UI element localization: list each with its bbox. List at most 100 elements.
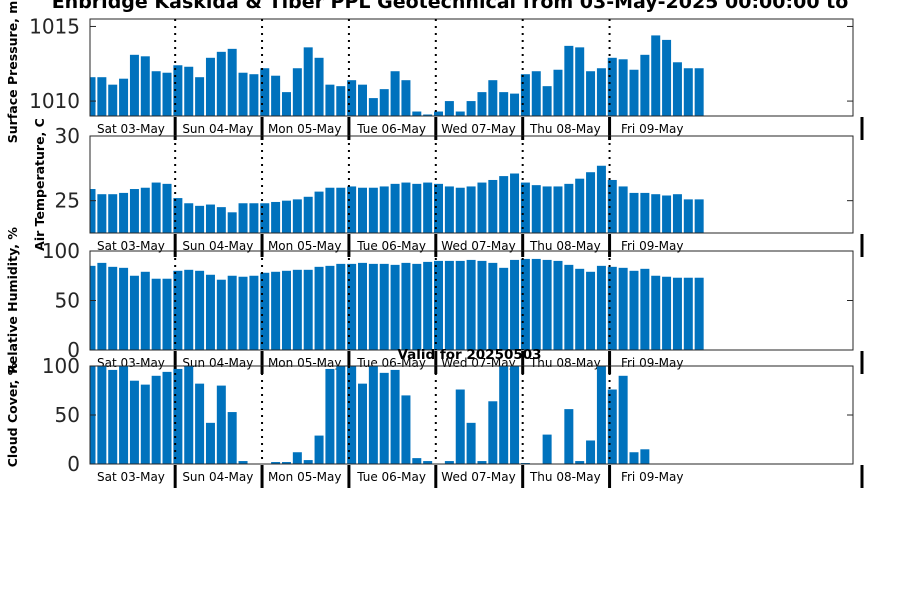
bar-3-4 <box>129 275 139 350</box>
bar-3-44 <box>564 264 574 350</box>
bar-3-35 <box>466 259 476 350</box>
day-label-1-2: Mon 05-May <box>268 122 342 136</box>
bar-3-26 <box>368 263 378 350</box>
bar-1-50 <box>629 69 639 116</box>
bar-4-39 <box>510 366 520 464</box>
day-label-2-4: Wed 07-May <box>441 239 515 253</box>
bar-4-33 <box>444 461 454 464</box>
bar-2-32 <box>434 183 444 233</box>
bar-1-33 <box>444 101 454 116</box>
bar-3-16 <box>260 272 270 350</box>
ytick-label-4-0: 0 <box>67 452 80 476</box>
bar-1-55 <box>683 68 693 116</box>
ytick-label-4-1: 50 <box>55 403 80 427</box>
bar-1-37 <box>488 80 498 116</box>
bar-3-15 <box>249 275 259 350</box>
ylabel-3: Relative Humidity, % <box>5 227 20 374</box>
bar-1-9 <box>184 66 194 116</box>
bar-2-43 <box>553 186 563 233</box>
bar-3-3 <box>119 267 129 350</box>
bar-4-48 <box>607 389 617 464</box>
bar-1-12 <box>216 51 226 117</box>
bar-2-46 <box>586 172 596 233</box>
bar-4-22 <box>325 368 335 464</box>
bar-3-0 <box>90 265 96 350</box>
bar-2-27 <box>379 186 389 233</box>
day-label-2-3: Tue 06-May <box>356 239 426 253</box>
bar-2-8 <box>173 198 183 233</box>
bar-2-1 <box>97 194 107 233</box>
bar-3-52 <box>651 275 661 350</box>
bar-4-5 <box>140 384 150 464</box>
bar-1-48 <box>607 57 617 116</box>
bar-2-12 <box>216 207 226 233</box>
bar-2-25 <box>358 187 367 233</box>
bar-1-22 <box>325 84 335 116</box>
bar-4-9 <box>184 366 194 464</box>
ytick-label-2-0: 25 <box>55 189 80 213</box>
bar-1-44 <box>564 45 574 116</box>
bar-3-55 <box>683 277 693 350</box>
bar-3-56 <box>694 277 704 350</box>
bar-2-40 <box>520 182 530 233</box>
bar-3-25 <box>358 262 367 350</box>
bar-1-34 <box>455 111 465 116</box>
bar-3-14 <box>238 276 248 350</box>
day-label-2-0: Sat 03-May <box>97 239 165 253</box>
bar-2-16 <box>260 203 270 233</box>
bar-2-54 <box>672 194 682 233</box>
day-label-1-5: Thu 08-May <box>529 122 601 136</box>
bar-1-54 <box>672 62 682 116</box>
bar-1-53 <box>662 39 672 117</box>
ylabel-1: Surface Pressure, mb <box>5 0 20 143</box>
ytick-label-1-0: 1010 <box>29 89 80 113</box>
bar-4-50 <box>629 452 639 464</box>
bar-4-45 <box>575 461 585 464</box>
bar-3-31 <box>423 261 433 350</box>
bar-4-3 <box>119 366 129 464</box>
bar-1-30 <box>412 111 422 116</box>
bar-1-43 <box>553 69 563 116</box>
bar-4-11 <box>205 422 215 464</box>
bar-3-40 <box>520 258 530 350</box>
bar-3-27 <box>379 263 389 350</box>
ylabel-4: Cloud Cover, % <box>5 362 20 467</box>
bar-3-37 <box>488 262 498 350</box>
day-label-2-5: Thu 08-May <box>529 239 601 253</box>
bar-2-6 <box>151 182 161 233</box>
bar-2-7 <box>162 183 172 233</box>
bar-1-51 <box>640 54 650 116</box>
bar-1-4 <box>129 54 139 116</box>
bar-4-27 <box>379 372 389 464</box>
bar-3-20 <box>303 269 313 350</box>
bar-3-17 <box>271 271 281 350</box>
bar-1-8 <box>173 65 183 116</box>
bar-1-2 <box>108 84 118 116</box>
bar-3-12 <box>216 279 226 350</box>
bar-3-5 <box>140 271 150 350</box>
bar-1-49 <box>618 59 628 116</box>
bar-2-20 <box>303 196 313 233</box>
bar-1-47 <box>596 68 606 116</box>
bar-2-34 <box>455 187 465 233</box>
bar-4-2 <box>108 369 118 464</box>
bar-2-11 <box>205 204 215 233</box>
day-label-4-2: Mon 05-May <box>268 470 342 484</box>
bar-2-33 <box>444 186 454 233</box>
bar-4-47 <box>596 366 606 464</box>
bar-2-51 <box>640 192 650 233</box>
bar-1-41 <box>531 71 541 116</box>
bar-3-22 <box>325 265 335 350</box>
axes-frame-1 <box>89 18 854 117</box>
bar-3-6 <box>151 278 161 350</box>
day-label-3-0: Sat 03-May <box>97 356 165 370</box>
bar-4-10 <box>195 383 205 464</box>
bar-2-9 <box>184 203 194 233</box>
bar-1-7 <box>162 72 172 116</box>
bar-2-37 <box>488 179 498 233</box>
bar-1-14 <box>238 72 248 116</box>
bar-2-39 <box>510 173 520 233</box>
ytick-label-2-1: 30 <box>55 124 80 148</box>
day-label-4-1: Sun 04-May <box>182 470 253 484</box>
bar-3-50 <box>629 270 639 350</box>
